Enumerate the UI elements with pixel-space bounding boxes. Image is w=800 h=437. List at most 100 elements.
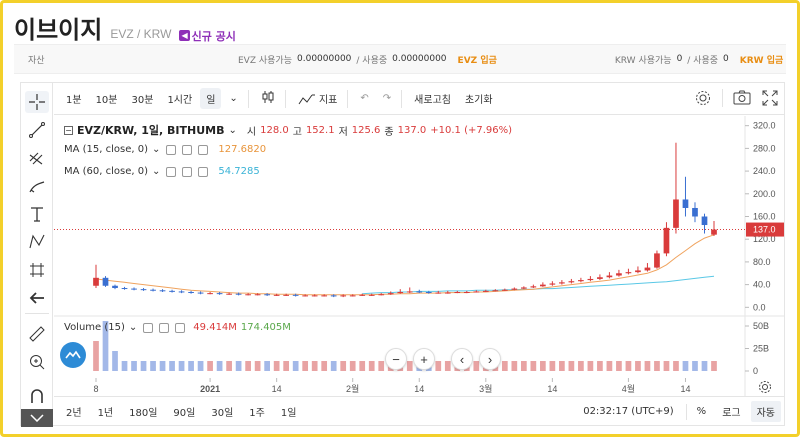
coin-pair: EVZ / KRW — [110, 27, 172, 41]
ma15-settings-icon[interactable] — [182, 144, 193, 155]
zoom-in-button[interactable]: + — [413, 348, 435, 370]
scroll-left-button[interactable]: ‹ — [451, 348, 473, 370]
auto-toggle[interactable]: 자동 — [750, 401, 781, 422]
ma15-dropdown-icon[interactable]: ⌄ — [152, 144, 161, 155]
zoom-in-icon[interactable] — [25, 351, 49, 373]
range-2y[interactable]: 2년 — [66, 408, 82, 419]
volume-settings-icon[interactable] — [159, 322, 170, 333]
log-toggle[interactable]: 로그 — [722, 408, 741, 419]
scroll-right-button[interactable]: › — [479, 348, 501, 370]
candle-body — [559, 282, 565, 284]
symbol-dropdown-icon[interactable]: ⌄ — [228, 124, 237, 136]
volume-bar — [140, 361, 147, 371]
krw-deposit-link[interactable]: KRW 입금 — [739, 55, 784, 66]
candle-body — [644, 267, 651, 271]
price-chart-svg[interactable]: 320.0 280.0 240.0 200.0 160.0 120.0 80.0 40.0 0.… — [54, 116, 785, 396]
brush-icon[interactable] — [25, 175, 49, 197]
interval-1m[interactable]: 1분 — [66, 95, 82, 106]
pattern-icon[interactable] — [25, 231, 49, 253]
candle-body — [159, 290, 166, 292]
candle-body — [444, 292, 451, 294]
volume-bar — [245, 361, 251, 371]
volume-bar — [682, 361, 689, 371]
price-tick-label: 240.0 — [753, 166, 776, 176]
interval-day[interactable]: 일 — [200, 88, 222, 109]
ruler-icon[interactable] — [25, 323, 49, 345]
interval-30m[interactable]: 30분 — [131, 95, 154, 106]
indicator-button[interactable]: 지표 — [292, 88, 344, 109]
symbol-label[interactable]: EVZ/KRW, 1일, BITHUMB — [77, 124, 225, 137]
ma15-remove-icon[interactable] — [198, 144, 209, 155]
fib-tool-icon[interactable] — [25, 147, 49, 169]
ma15-visibility-icon[interactable] — [166, 144, 177, 155]
volume-visibility-icon[interactable] — [143, 322, 154, 333]
candle-body — [321, 295, 328, 297]
range-180d[interactable]: 180일 — [129, 408, 158, 419]
ma60-settings-icon[interactable] — [182, 166, 193, 177]
krw-inuse-value: 0 — [723, 54, 729, 64]
price-tick-label: 280.0 — [753, 143, 776, 153]
undo-icon[interactable]: ↶ — [360, 93, 369, 104]
news-badge[interactable]: ◀ 신규 공시 — [179, 28, 236, 44]
range-1w[interactable]: 1주 — [249, 408, 265, 419]
ma15-value: 127.6820 — [218, 144, 267, 155]
evz-avail-label: EVZ 사용가능 — [238, 55, 292, 66]
candle-body — [216, 293, 223, 295]
range-90d[interactable]: 90일 — [173, 408, 196, 419]
collapse-icon[interactable]: − — [64, 125, 73, 135]
x-tick-label: 14 — [414, 384, 424, 394]
clock-time[interactable]: 02:32:17 (UTC+9) — [583, 406, 674, 417]
price-tick-label: 160.0 — [753, 212, 776, 222]
candle-body — [520, 287, 527, 289]
toolbar-scroll-down-icon[interactable] — [21, 409, 53, 427]
ma15-label[interactable]: MA (15, close, 0) — [64, 144, 149, 155]
refresh-button[interactable]: 새로고침 — [414, 95, 451, 106]
magnet-icon[interactable] — [25, 385, 49, 407]
price-tick-label: 200.0 — [753, 189, 776, 199]
range-30d[interactable]: 30일 — [211, 408, 234, 419]
redo-icon[interactable]: ↷ — [382, 93, 392, 104]
candle-body — [663, 227, 670, 254]
interval-dropdown-icon[interactable]: ⌄ — [229, 93, 238, 104]
tradingview-logo-icon[interactable] — [60, 342, 86, 368]
candle-body — [93, 277, 99, 286]
crosshair-icon[interactable] — [25, 91, 49, 113]
ma60-label[interactable]: MA (60, close, 0) — [64, 166, 149, 177]
krw-avail-label: KRW 사용가능 — [614, 55, 672, 66]
text-tool-icon[interactable] — [25, 203, 49, 225]
evz-inuse-value: 0.00000000 — [392, 54, 447, 64]
back-arrow-icon[interactable] — [25, 287, 49, 309]
ma60-dropdown-icon[interactable]: ⌄ — [152, 166, 161, 177]
range-1y[interactable]: 1년 — [97, 408, 114, 419]
volume-bar — [311, 361, 318, 371]
percent-toggle[interactable]: % — [696, 406, 707, 417]
fullscreen-icon[interactable] — [761, 89, 779, 110]
ma60-visibility-icon[interactable] — [166, 166, 177, 177]
volume-bar — [673, 361, 679, 371]
range-bar: 2년 1년 180일 90일 30일 1주 1일 02:32:17 (UTC+9… — [54, 396, 785, 426]
volume-dropdown-icon[interactable]: ⌄ — [128, 322, 138, 333]
camera-icon[interactable] — [733, 89, 751, 110]
candle-body — [692, 207, 698, 217]
settings-gear-icon[interactable] — [694, 89, 712, 110]
volume-bar — [578, 361, 584, 371]
candle-body — [549, 283, 556, 285]
candle-body — [625, 272, 632, 274]
assets-bar: 자산 EVZ 사용가능 0.00000000 / 사용중 0.00000000 … — [14, 44, 786, 74]
measure-icon[interactable] — [25, 259, 49, 281]
volume-remove-icon[interactable] — [175, 322, 186, 333]
axis-settings-icon[interactable] — [757, 379, 773, 395]
chart-toolbar: 1분 10분 30분 1시간 일 ⌄ 지표 ↶ ↷ 새로고침 초기화 — [54, 83, 785, 115]
range-1d[interactable]: 1일 — [280, 408, 297, 419]
reset-button[interactable]: 초기화 — [464, 95, 493, 106]
ma60-remove-icon[interactable] — [198, 166, 209, 177]
candle-body — [188, 291, 194, 293]
zoom-out-button[interactable]: − — [385, 348, 407, 370]
trendline-icon[interactable] — [25, 119, 49, 141]
chart-plot-area[interactable]: 320.0 280.0 240.0 200.0 160.0 120.0 80.0 40.0 0.… — [54, 116, 785, 427]
interval-10m[interactable]: 10분 — [95, 95, 118, 106]
volume-label[interactable]: Volume (15) — [64, 322, 125, 333]
evz-deposit-link[interactable]: EVZ 입금 — [457, 55, 497, 66]
interval-1h[interactable]: 1시간 — [167, 95, 193, 106]
candle-type-icon[interactable] — [255, 87, 281, 110]
